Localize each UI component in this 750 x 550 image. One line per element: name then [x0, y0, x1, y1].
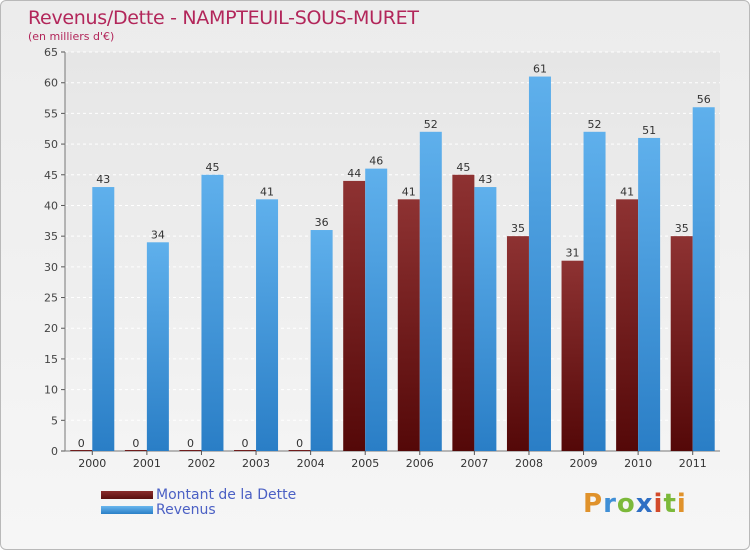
bar-debt	[506, 236, 529, 451]
y-tick-label: 65	[44, 46, 58, 59]
y-tick-label: 45	[44, 169, 58, 182]
data-label: 61	[533, 63, 547, 76]
x-tick-label: 2004	[297, 457, 325, 470]
x-tick-label: 2007	[460, 457, 488, 470]
data-label: 45	[456, 161, 470, 174]
x-tick-label: 2010	[624, 457, 652, 470]
y-tick-label: 50	[44, 138, 58, 151]
x-tick-label: 2005	[351, 457, 379, 470]
bar-debt	[616, 199, 639, 451]
bar-revenue	[365, 168, 388, 451]
bar-debt	[234, 450, 257, 451]
logo-letter: t	[663, 489, 677, 519]
data-label: 0	[296, 437, 303, 450]
bar-revenue	[310, 230, 333, 451]
y-tick-label: 60	[44, 77, 58, 90]
bar-revenue	[256, 199, 279, 451]
data-label: 56	[697, 93, 711, 106]
legend: Montant de la Dette Revenus	[101, 486, 297, 518]
x-tick-label: 2006	[406, 457, 434, 470]
data-label: 34	[151, 228, 165, 241]
legend-label-debt: Montant de la Dette	[156, 486, 297, 503]
data-label: 43	[478, 173, 492, 186]
x-tick-label: 2002	[187, 457, 215, 470]
data-label: 35	[675, 222, 689, 235]
bar-revenue	[638, 137, 661, 451]
bar-revenue	[583, 131, 606, 452]
data-label: 44	[347, 167, 361, 180]
bar-debt	[179, 450, 202, 451]
logo-letter: i	[676, 489, 687, 519]
bar-debt	[343, 180, 366, 451]
data-label: 41	[402, 185, 416, 198]
bar-revenue	[474, 187, 497, 452]
logo-letter: x	[635, 489, 654, 519]
chart-title: Revenus/Dette - NAMPTEUIL-SOUS-MURET	[28, 7, 419, 29]
x-tick-label: 2008	[515, 457, 543, 470]
bar-revenue	[419, 131, 442, 452]
bar-debt	[561, 260, 584, 451]
y-tick-label: 10	[44, 384, 58, 397]
logo-letter: o	[616, 489, 636, 519]
bar-debt	[397, 199, 420, 451]
bar-debt	[288, 450, 311, 451]
x-tick-label: 2011	[679, 457, 707, 470]
legend-label-revenue: Revenus	[156, 501, 216, 518]
bar-debt	[124, 450, 147, 451]
proxiti-logo: Proxiti	[583, 489, 687, 519]
y-tick-label: 25	[44, 292, 58, 305]
bar-revenue	[528, 76, 551, 452]
bar-debt	[670, 236, 693, 451]
legend-item-debt: Montant de la Dette	[101, 486, 297, 503]
x-tick-label: 2000	[78, 457, 106, 470]
y-tick-label: 30	[44, 261, 58, 274]
y-tick-label: 5	[51, 414, 58, 427]
data-label: 46	[369, 155, 383, 168]
data-label: 51	[642, 124, 656, 137]
chart-subtitle: (en milliers d'€)	[28, 30, 115, 43]
data-label: 43	[96, 173, 110, 186]
bar-revenue	[92, 187, 115, 452]
data-label: 52	[424, 118, 438, 131]
data-label: 41	[620, 185, 634, 198]
bar-revenue	[201, 174, 224, 451]
x-tick-label: 2009	[570, 457, 598, 470]
data-label: 0	[242, 437, 249, 450]
logo-letter: P	[583, 489, 604, 519]
y-tick-label: 40	[44, 199, 58, 212]
plot-area	[65, 52, 720, 451]
data-label: 45	[205, 161, 219, 174]
bar-revenue	[692, 107, 715, 451]
data-label: 0	[78, 437, 85, 450]
logo-letter: r	[603, 489, 617, 519]
bar-revenue	[146, 242, 169, 451]
y-tick-label: 35	[44, 230, 58, 243]
data-label: 0	[132, 437, 139, 450]
legend-swatch-revenue	[101, 505, 153, 514]
data-label: 31	[566, 247, 580, 260]
bar-debt	[452, 174, 475, 451]
data-label: 41	[260, 185, 274, 198]
bar-debt	[70, 450, 93, 451]
data-label: 35	[511, 222, 525, 235]
logo-letter: i	[653, 489, 664, 519]
y-tick-label: 55	[44, 107, 58, 120]
legend-item-revenue: Revenus	[101, 501, 296, 518]
legend-swatch-debt	[101, 490, 153, 499]
y-tick-label: 20	[44, 322, 58, 335]
y-tick-label: 15	[44, 353, 58, 366]
data-label: 52	[588, 118, 602, 131]
x-tick-label: 2001	[133, 457, 161, 470]
data-label: 36	[315, 216, 329, 229]
y-tick-label: 0	[51, 445, 58, 458]
x-tick-label: 2003	[242, 457, 270, 470]
data-label: 0	[187, 437, 194, 450]
